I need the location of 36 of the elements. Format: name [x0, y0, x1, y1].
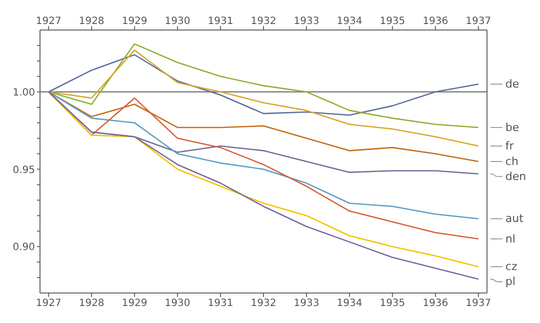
text: aut: [505, 212, 524, 226]
x2-tick-label: 1937: [466, 298, 492, 310]
x2-tick-label: 1935: [380, 298, 406, 310]
x-tick-label: 1927: [36, 16, 62, 27]
x-tick-label: 1936: [422, 16, 448, 27]
text: fr: [505, 140, 514, 153]
line-series: [48, 54, 480, 116]
x-tick-label: 1933: [294, 16, 320, 27]
line-series: [48, 49, 480, 147]
x-tick-label: 1930: [164, 16, 190, 27]
y-tick-label: 0.95: [12, 164, 35, 176]
text: cz: [505, 260, 518, 274]
x2-tick-label: 1931: [208, 298, 234, 310]
x-tick-label: 1934: [336, 16, 362, 27]
x2-tick-label: 1936: [422, 298, 448, 310]
x2-tick-label: 1929: [122, 298, 148, 310]
text: pl: [505, 275, 516, 288]
x2-tick-label: 1927: [36, 298, 62, 310]
x2-tick-label: 1933: [294, 298, 320, 310]
x-tick-label: 1937: [466, 16, 492, 27]
x2-tick-label: 1930: [164, 298, 190, 310]
text: de: [505, 78, 520, 91]
x2-tick-label: 1932: [250, 298, 276, 310]
text: nl: [505, 232, 516, 246]
y-tick-label: 0.90: [12, 242, 35, 254]
x-tick-label: 1931: [208, 16, 234, 27]
text: be: [505, 120, 520, 134]
x-tick-label: 1935: [380, 16, 406, 27]
x-tick-label: 1928: [78, 16, 104, 27]
x-tick-label: 1929: [122, 16, 148, 27]
text: den: [505, 170, 526, 183]
y-tick-label: 1.00: [12, 87, 35, 98]
x2-tick-label: 1928: [78, 298, 104, 310]
x-tick-label: 1932: [250, 16, 276, 27]
x2-tick-label: 1934: [336, 298, 362, 310]
text: ch: [505, 155, 518, 168]
